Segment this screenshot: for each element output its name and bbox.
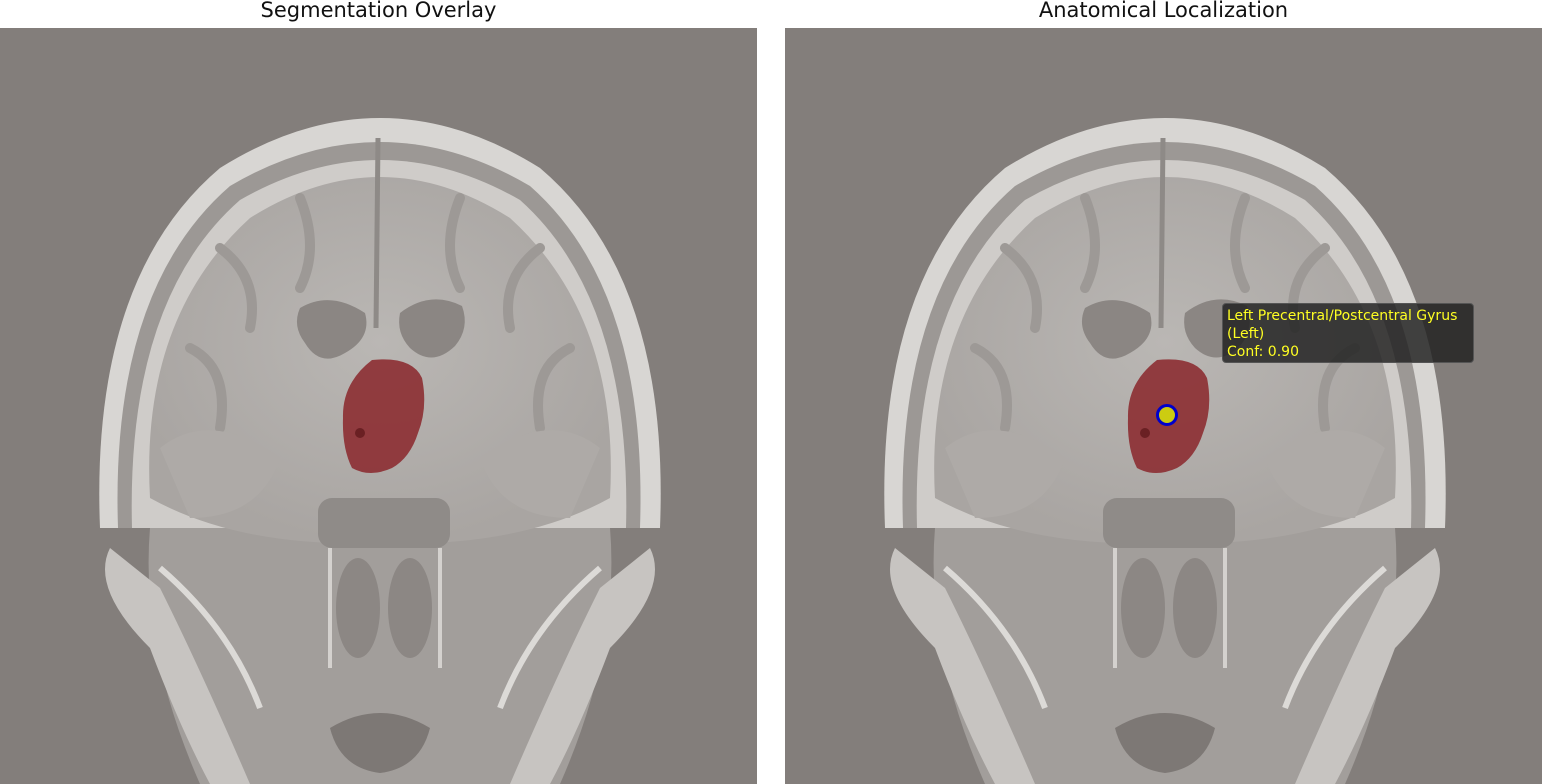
panel-title: Anatomical Localization — [1038, 0, 1289, 22]
anatomical-localization-panel: Anatomical Localization — [785, 0, 1542, 784]
localization-label: Left Precentral/Postcentral Gyrus (Left)… — [1222, 303, 1474, 363]
mri-scan-image — [785, 28, 1542, 784]
region-name: Left Precentral/Postcentral Gyrus — [1227, 308, 1458, 324]
localization-marker — [1156, 404, 1178, 426]
segmentation-overlay-panel: Segmentation Overlay — [0, 0, 757, 784]
mri-scan-image — [0, 28, 757, 784]
region-side: (Left) — [1227, 326, 1265, 342]
confidence-value: Conf: 0.90 — [1227, 344, 1299, 360]
segmentation-mask — [342, 359, 425, 473]
panel-title: Segmentation Overlay — [260, 0, 497, 22]
